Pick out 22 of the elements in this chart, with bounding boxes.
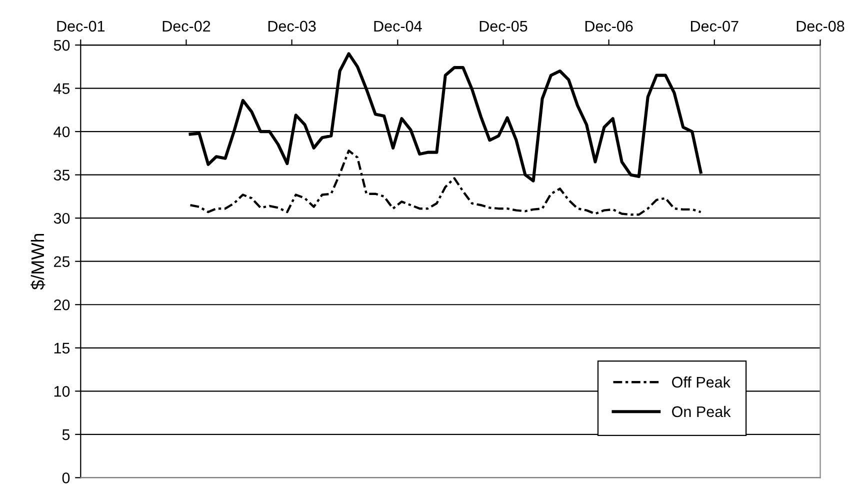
y-tick-label: 5 <box>62 429 70 440</box>
y-tick-label: 0 <box>62 472 70 484</box>
y-tick-label: 15 <box>54 342 70 354</box>
x-tick-label: Dec-02 <box>162 20 210 32</box>
y-tick-label: 30 <box>54 212 70 224</box>
x-tick-label: Dec-03 <box>268 20 316 32</box>
y-tick-label: 50 <box>54 40 70 51</box>
y-axis-title: $/MWh <box>30 234 46 290</box>
y-tick-label: 20 <box>54 299 70 310</box>
y-tick-label: 40 <box>54 126 70 138</box>
x-tick-label: Dec-05 <box>480 20 528 32</box>
x-tick-label: Dec-07 <box>691 20 738 32</box>
x-tick-label: Dec-04 <box>374 20 422 32</box>
x-tick-label: Dec-06 <box>585 20 633 32</box>
x-tick-label: Dec-08 <box>796 20 844 32</box>
legend-label: Off Peak <box>672 376 731 388</box>
y-tick-label: 35 <box>54 170 70 181</box>
y-tick-label: 10 <box>54 386 70 397</box>
y-tick-label: 45 <box>54 83 70 94</box>
legend-label: On Peak <box>672 406 731 418</box>
y-tick-label: 25 <box>54 256 70 268</box>
x-tick-label: Dec-01 <box>57 20 105 32</box>
